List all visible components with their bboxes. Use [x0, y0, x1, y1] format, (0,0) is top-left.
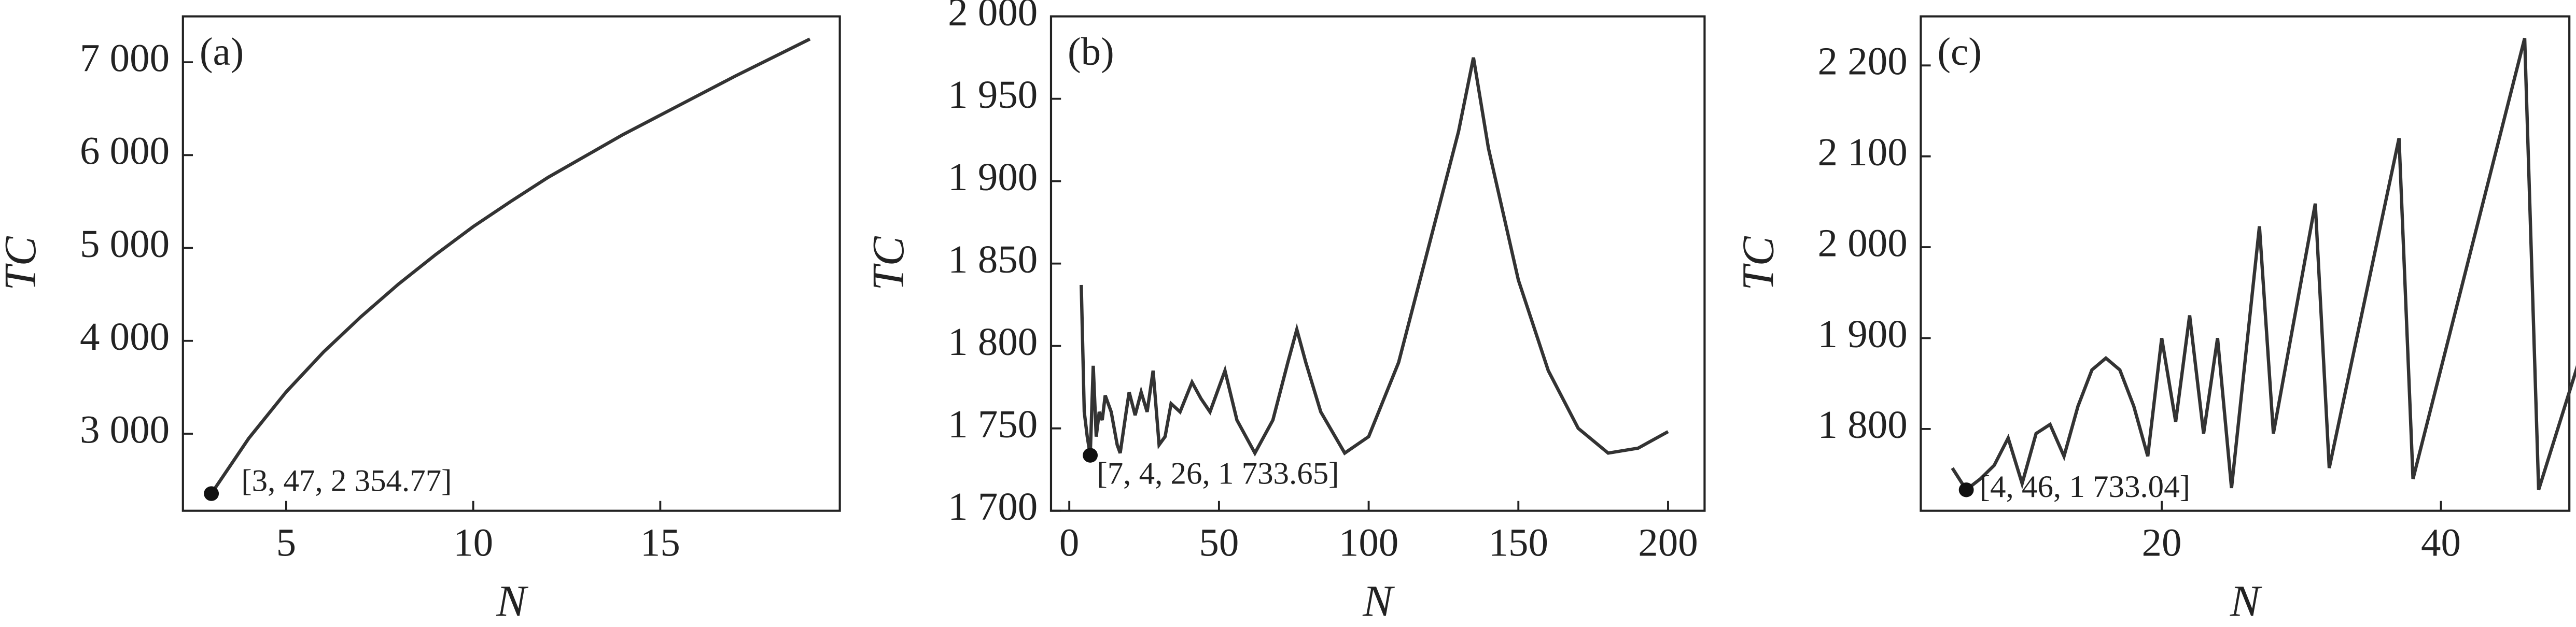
- annotation: [7, 4, 26, 1 733.65]: [1097, 457, 1339, 491]
- line: [209, 37, 811, 495]
- x-tick-label: 150: [1489, 521, 1548, 564]
- y-tick-label: 1 750: [948, 403, 1038, 446]
- min-point: [1083, 448, 1098, 463]
- y-tick-label: 7 000: [80, 36, 170, 80]
- y-tick-label: 1 800: [948, 320, 1038, 364]
- y-tick-label: 1 900: [1818, 312, 1908, 355]
- y-axis-label: TC: [0, 236, 45, 291]
- y-tick-label: 2 100: [1818, 131, 1908, 174]
- x-tick-label: 50: [1199, 521, 1239, 564]
- y-tick-label: 1 800: [1818, 403, 1908, 447]
- x-axis-label: N: [496, 576, 528, 625]
- x-tick-label: 40: [2421, 521, 2461, 564]
- y-tick-label: 1 950: [948, 73, 1038, 117]
- y-tick-label: 1 700: [948, 485, 1038, 529]
- y-tick-label: 3 000: [80, 408, 170, 451]
- line: [1080, 57, 1669, 457]
- line: [1951, 37, 2576, 492]
- y-tick-label: 1 900: [948, 155, 1038, 199]
- x-tick-label: 10: [453, 521, 493, 564]
- panel-label: (c): [1937, 30, 1981, 73]
- x-tick-label: 20: [2142, 521, 2182, 564]
- y-tick-label: 5 000: [80, 222, 170, 265]
- y-tick-label: 1 850: [948, 238, 1038, 281]
- y-tick-label: 6 000: [80, 129, 170, 173]
- min-point: [204, 486, 219, 501]
- y-axis-label: TC: [863, 236, 914, 291]
- min-point: [1958, 482, 1974, 497]
- panel-label: (b): [1068, 30, 1114, 73]
- x-tick-label: 15: [640, 521, 680, 564]
- plot-frame: [1049, 15, 1706, 512]
- y-tick-label: 4 000: [80, 315, 170, 359]
- x-axis-label: N: [1362, 576, 1395, 625]
- y-tick-label: 2 000: [1818, 221, 1908, 265]
- x-tick-label: 200: [1638, 521, 1698, 564]
- y-tick-label: 2 200: [1818, 39, 1908, 83]
- plot-frame: [181, 15, 841, 512]
- x-tick-label: 5: [276, 521, 296, 564]
- panel-label: (a): [200, 30, 244, 73]
- annotation: [4, 46, 1 733.04]: [1980, 469, 2190, 504]
- x-tick-label: 100: [1339, 521, 1398, 564]
- plot-frame: [1920, 15, 2571, 512]
- x-axis-label: N: [2230, 576, 2262, 625]
- x-tick-label: 0: [1059, 521, 1079, 564]
- y-tick-label: 2 000: [948, 0, 1038, 34]
- y-axis-label: TC: [1733, 236, 1783, 291]
- annotation: [3, 47, 2 354.77]: [241, 464, 452, 498]
